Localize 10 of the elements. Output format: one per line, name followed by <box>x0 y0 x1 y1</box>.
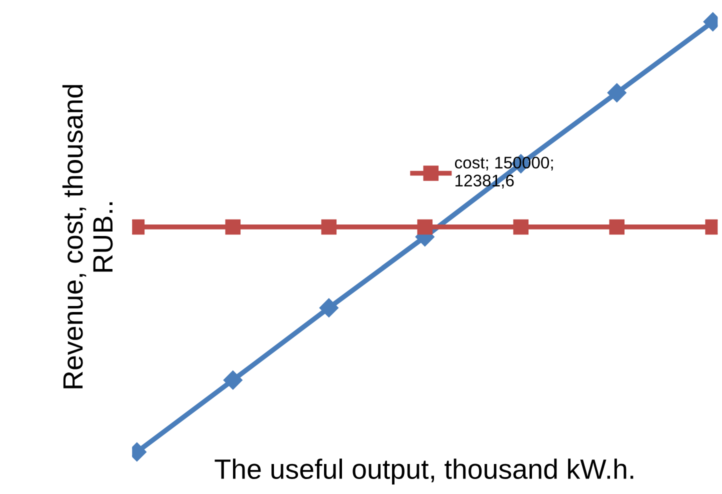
point <box>607 83 626 102</box>
point <box>321 219 337 235</box>
point <box>319 298 338 318</box>
point <box>223 370 242 390</box>
y-axis-title: Revenue, cost, thousand RUB.. <box>62 85 113 388</box>
point <box>513 219 529 235</box>
point <box>225 219 241 235</box>
point <box>609 219 625 235</box>
x-axis-title: The useful output, thousand kW.h. <box>214 458 634 484</box>
point <box>417 219 433 235</box>
